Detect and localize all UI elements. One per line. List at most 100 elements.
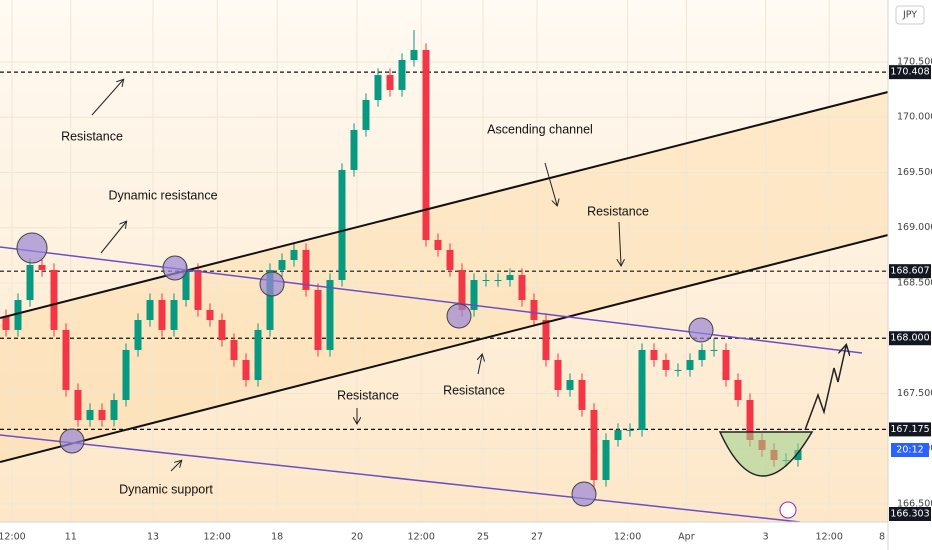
x-tick-label: 8 [879, 532, 885, 543]
x-tick-label: 13 [147, 532, 159, 543]
touch-circles [16, 232, 714, 507]
annotation: Dynamic support [119, 482, 213, 496]
x-tick-label: 27 [531, 532, 543, 543]
candle-body [602, 440, 610, 481]
candle-body [218, 320, 226, 341]
drawings [0, 80, 889, 523]
candle-body [698, 349, 706, 361]
annotations: Resistance Dynamic resistance Ascending … [61, 122, 649, 496]
candle-body [14, 300, 22, 330]
annotation: Ascending channel [487, 122, 593, 136]
candle-body [290, 249, 298, 261]
level-label-box [889, 65, 931, 80]
dynamic-resistance-line [0, 246, 863, 354]
candle-body [194, 269, 202, 310]
x-tick-label: Apr [678, 532, 695, 543]
candle-body [350, 129, 358, 170]
candle-body [566, 380, 574, 390]
x-tick-label: 3 [763, 532, 769, 543]
x-tick-label: 12:00 [0, 532, 26, 543]
annotation: Resistance [337, 388, 399, 402]
candle-body [590, 409, 598, 481]
countdown: 20:12 [896, 445, 923, 456]
candle-body [578, 380, 586, 410]
y-tick-label: 166.500 [897, 498, 932, 509]
y-tick-label: 170.500 [897, 56, 932, 67]
candle-body [458, 269, 466, 310]
candle-body [170, 300, 178, 330]
candle-body [650, 349, 658, 361]
channel-lower [0, 234, 889, 463]
candle-body [446, 249, 454, 270]
candle-body [254, 329, 262, 381]
projection-arrow [804, 346, 846, 431]
level-label-box [889, 331, 931, 346]
annotation: Resistance [443, 383, 505, 397]
alert-icon[interactable] [779, 501, 797, 519]
candle-body [302, 249, 310, 290]
level-label-box [889, 422, 931, 437]
currency-box[interactable] [895, 5, 925, 25]
candle-body [242, 360, 250, 381]
candle-body [494, 280, 502, 282]
candle-body [398, 60, 406, 90]
candle-body [662, 360, 670, 370]
candle-body [686, 360, 694, 370]
x-tick-label: 12:00 [204, 532, 231, 543]
candle-body [674, 369, 682, 371]
candle-body [470, 280, 478, 310]
candle-body [386, 75, 394, 90]
x-tick-label: 12:00 [816, 532, 843, 543]
y-tick-label: 169.000 [897, 222, 932, 233]
candle-body [374, 75, 382, 101]
candle-body [26, 264, 34, 301]
y-tick-label: 170.000 [897, 112, 932, 123]
y-tick-label: 167.500 [897, 388, 932, 399]
candle-body [794, 449, 802, 461]
x-tick-label: 25 [477, 532, 489, 543]
candle-body [62, 329, 70, 390]
candle-body [542, 320, 550, 361]
candle-body [278, 260, 286, 270]
candle-body [134, 320, 142, 350]
x-tick-label: 12:00 [408, 532, 435, 543]
level-label-box [889, 507, 931, 521]
dynamic-support-line [0, 434, 801, 523]
candle-body [326, 280, 334, 350]
channel-fill [0, 92, 888, 462]
candle-body [2, 316, 10, 330]
candle-body [182, 269, 190, 301]
candle-body [206, 309, 214, 321]
candle-body [482, 280, 490, 282]
candle-body [554, 360, 562, 390]
x-tick-label: 20 [351, 532, 363, 543]
level-label: 168.607 [890, 266, 929, 277]
level-label: 170.408 [890, 67, 929, 78]
candle-body [710, 349, 718, 351]
candle-body [230, 340, 238, 361]
level-label: 166.303 [890, 509, 929, 520]
annotation: Resistance [587, 204, 649, 218]
candle-body [158, 300, 166, 330]
candle-body [74, 389, 82, 421]
candle-body [86, 409, 94, 421]
candle-body [530, 300, 538, 321]
y-tick-label: 169.500 [897, 167, 932, 178]
candle-body [722, 349, 730, 381]
x-tick-label: 18 [271, 532, 283, 543]
candle-body [146, 300, 154, 321]
candle-body [518, 275, 526, 301]
candle-body [266, 269, 274, 330]
candle-body [734, 380, 742, 401]
candle-body [746, 400, 754, 441]
cup-shape [718, 431, 814, 477]
candle-body [50, 269, 58, 330]
annotation: Dynamic resistance [108, 188, 217, 202]
candle-body [410, 49, 418, 61]
level-label: 167.175 [890, 424, 929, 435]
candle-body [614, 429, 622, 441]
candle-body [338, 169, 346, 281]
candle-body [626, 429, 634, 431]
time-axis [0, 522, 888, 550]
